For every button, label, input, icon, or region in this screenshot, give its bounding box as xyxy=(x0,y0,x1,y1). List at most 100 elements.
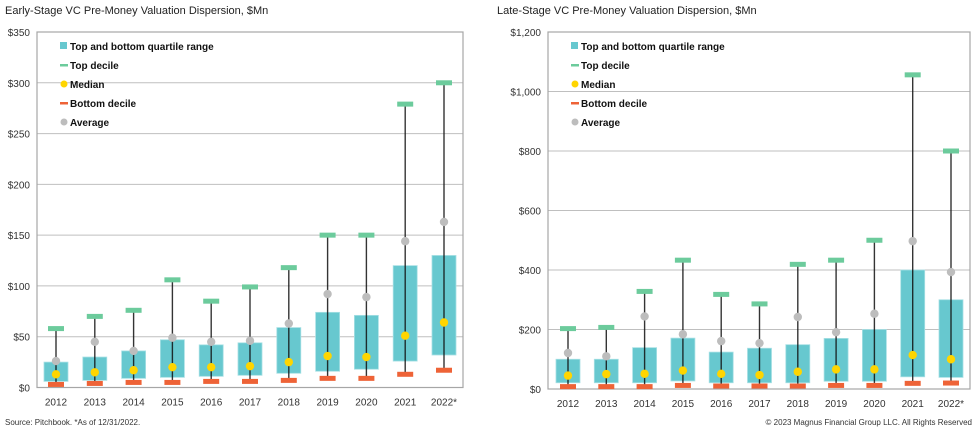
average-marker xyxy=(793,312,802,322)
top-decile-marker xyxy=(358,232,375,238)
x-tick-label: 2014 xyxy=(122,398,145,409)
bottom-decile-marker xyxy=(598,384,615,390)
y-tick-label: $0 xyxy=(19,384,31,395)
average-marker xyxy=(90,337,100,346)
top-decile-marker xyxy=(943,148,959,154)
legend-label: Bottom decile xyxy=(581,99,648,110)
bottom-decile-marker xyxy=(560,384,576,390)
legend: Top and bottom quartile range Top decile M… xyxy=(571,42,725,129)
median-marker xyxy=(946,355,956,364)
median-marker xyxy=(563,371,573,380)
x-tick-label: 2022* xyxy=(938,399,964,410)
x-tick-label: 2015 xyxy=(161,398,184,409)
average-marker xyxy=(602,352,611,361)
median-marker xyxy=(168,362,177,372)
bottom-decile-marker xyxy=(319,375,336,381)
top-decile-marker xyxy=(319,232,336,238)
bottom-decile-marker xyxy=(713,383,730,389)
top-decile-marker xyxy=(598,324,615,330)
top-decile-marker xyxy=(125,307,142,313)
average-marker xyxy=(129,346,138,356)
early-stage-chart-title: Early-Stage VC Pre-Money Valuation Dispe… xyxy=(5,5,269,17)
bottom-decile-marker xyxy=(358,375,375,381)
x-tick-label: 2021 xyxy=(902,399,925,410)
top-decile-marker xyxy=(86,313,103,319)
x-tick-label: 2022* xyxy=(431,398,457,409)
bottom-decile-marker xyxy=(828,382,845,388)
bottom-decile-marker xyxy=(86,380,103,386)
average-marker xyxy=(640,312,649,321)
top-decile-marker xyxy=(242,284,258,290)
average-marker xyxy=(831,327,841,337)
median-marker xyxy=(207,362,216,372)
y-tick-label: $400 xyxy=(519,266,542,277)
bottom-decile-marker xyxy=(280,377,297,383)
bottom-decile-marker xyxy=(636,384,653,390)
top-decile-marker xyxy=(713,291,730,297)
legend-label: Top decile xyxy=(70,61,119,72)
legend: Top and bottom quartile range Top decile M… xyxy=(60,42,214,129)
y-tick-label: $800 xyxy=(519,147,542,158)
x-tick-label: 2013 xyxy=(84,398,107,409)
median-marker xyxy=(362,352,371,362)
legend-top-decile-swatch xyxy=(60,64,68,67)
median-marker xyxy=(401,331,410,340)
average-marker xyxy=(870,309,879,318)
average-marker xyxy=(284,319,293,328)
y-tick-label: $200 xyxy=(519,326,542,337)
top-decile-marker xyxy=(636,288,653,294)
x-tick-label: 2012 xyxy=(557,399,580,410)
median-marker xyxy=(90,368,100,377)
top-decile-marker xyxy=(828,257,845,263)
x-tick-label: 2014 xyxy=(633,399,656,410)
bottom-decile-marker xyxy=(48,381,64,387)
median-marker xyxy=(908,350,917,360)
top-decile-marker xyxy=(164,277,181,283)
legend-label: Top and bottom quartile range xyxy=(581,42,725,53)
average-marker xyxy=(439,217,449,227)
y-tick-label: $600 xyxy=(519,207,542,218)
bottom-decile-marker xyxy=(943,380,959,386)
average-marker xyxy=(207,337,216,346)
y-tick-label: $1,200 xyxy=(510,28,541,39)
median-marker xyxy=(323,351,332,361)
average-marker xyxy=(362,292,371,302)
legend-top-decile-swatch xyxy=(571,64,579,67)
bottom-decile-marker xyxy=(125,379,142,385)
early-stage-chart: $0 $50 $100 $150 $200 $250 $300 $350 2012 2013 201… xyxy=(8,28,464,409)
bottom-decile-marker xyxy=(674,382,691,388)
bottom-decile-marker xyxy=(904,380,921,386)
median-marker xyxy=(717,369,726,379)
x-tick-label: 2020 xyxy=(355,398,378,409)
y-tick-label: $250 xyxy=(8,130,31,141)
top-decile-marker xyxy=(397,101,414,107)
y-tick-label: $200 xyxy=(8,180,31,191)
x-tick-label: 2012 xyxy=(45,398,68,409)
bottom-decile-marker xyxy=(866,382,883,388)
bottom-decile-marker xyxy=(397,371,414,377)
median-marker xyxy=(51,370,61,379)
x-tick-label: 2019 xyxy=(316,398,339,409)
legend-median-swatch xyxy=(571,80,579,88)
legend-median-swatch xyxy=(60,80,68,88)
average-marker xyxy=(563,348,573,358)
plot-frame xyxy=(547,31,971,390)
top-decile-marker xyxy=(866,237,883,243)
legend-label: Average xyxy=(581,118,621,129)
x-tick-label: 2019 xyxy=(825,399,848,410)
bottom-decile-marker xyxy=(436,367,452,373)
y-tick-label: $1,000 xyxy=(510,88,541,99)
median-marker xyxy=(793,367,802,376)
x-tick-label: 2018 xyxy=(278,398,301,409)
x-tick-label: 2018 xyxy=(787,399,810,410)
plot-frame xyxy=(36,31,464,389)
median-marker xyxy=(245,361,255,371)
top-decile-marker xyxy=(280,265,297,271)
average-marker xyxy=(245,336,255,345)
x-tick-label: 2013 xyxy=(595,399,618,410)
top-decile-marker xyxy=(48,326,64,332)
median-marker xyxy=(640,369,649,379)
average-marker xyxy=(717,336,726,346)
y-tick-label: $300 xyxy=(8,79,31,90)
